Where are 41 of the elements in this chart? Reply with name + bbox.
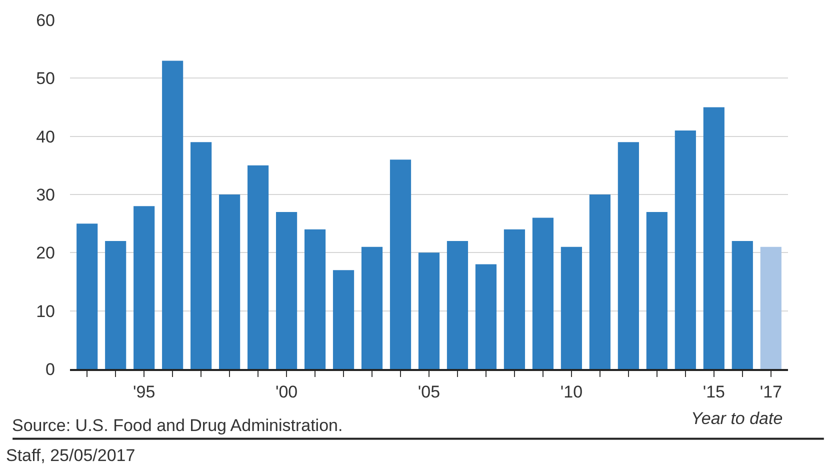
bar: [618, 142, 639, 369]
bar: [504, 229, 526, 369]
x-tick-label: '17: [760, 382, 782, 402]
bar: [219, 194, 240, 369]
bar: [190, 142, 212, 369]
bar: [646, 212, 668, 369]
x-tick-label: '95: [133, 382, 156, 402]
bar: [390, 160, 412, 369]
bar: [361, 246, 383, 369]
bar: [475, 264, 497, 369]
bar: [760, 246, 782, 369]
x-tick-label: '00: [275, 382, 298, 402]
bar: [732, 241, 753, 369]
bar: [589, 194, 610, 369]
y-tick-label: 60: [36, 10, 55, 30]
bar: [162, 60, 184, 369]
bar: [446, 241, 468, 369]
bar: [418, 252, 440, 369]
bar: [248, 165, 269, 369]
bar: [703, 107, 724, 369]
y-tick-label: 50: [36, 69, 55, 88]
y-tick-label: 30: [36, 185, 55, 204]
x-tick-label: '05: [418, 382, 440, 402]
x-tick-label: '10: [560, 382, 583, 402]
bar: [332, 270, 354, 369]
bar: [674, 130, 696, 369]
bar: [105, 241, 126, 369]
y-tick-label: 0: [46, 360, 55, 379]
bar: [134, 206, 155, 369]
y-tick-label: 40: [36, 127, 55, 146]
bar: [532, 218, 554, 369]
y-tick-label: 20: [36, 244, 55, 263]
bar: [560, 246, 582, 369]
text: Staff, 25/05/2017: [6, 446, 136, 464]
x-tick-label: '15: [702, 382, 725, 402]
annotation: Year to date: [691, 409, 783, 428]
bar: [276, 212, 298, 369]
bar: [304, 229, 326, 369]
bar: [76, 224, 98, 369]
source-note: Source: U.S. Food and Drug Administration.: [12, 416, 343, 435]
y-tick-label: 10: [36, 302, 55, 321]
